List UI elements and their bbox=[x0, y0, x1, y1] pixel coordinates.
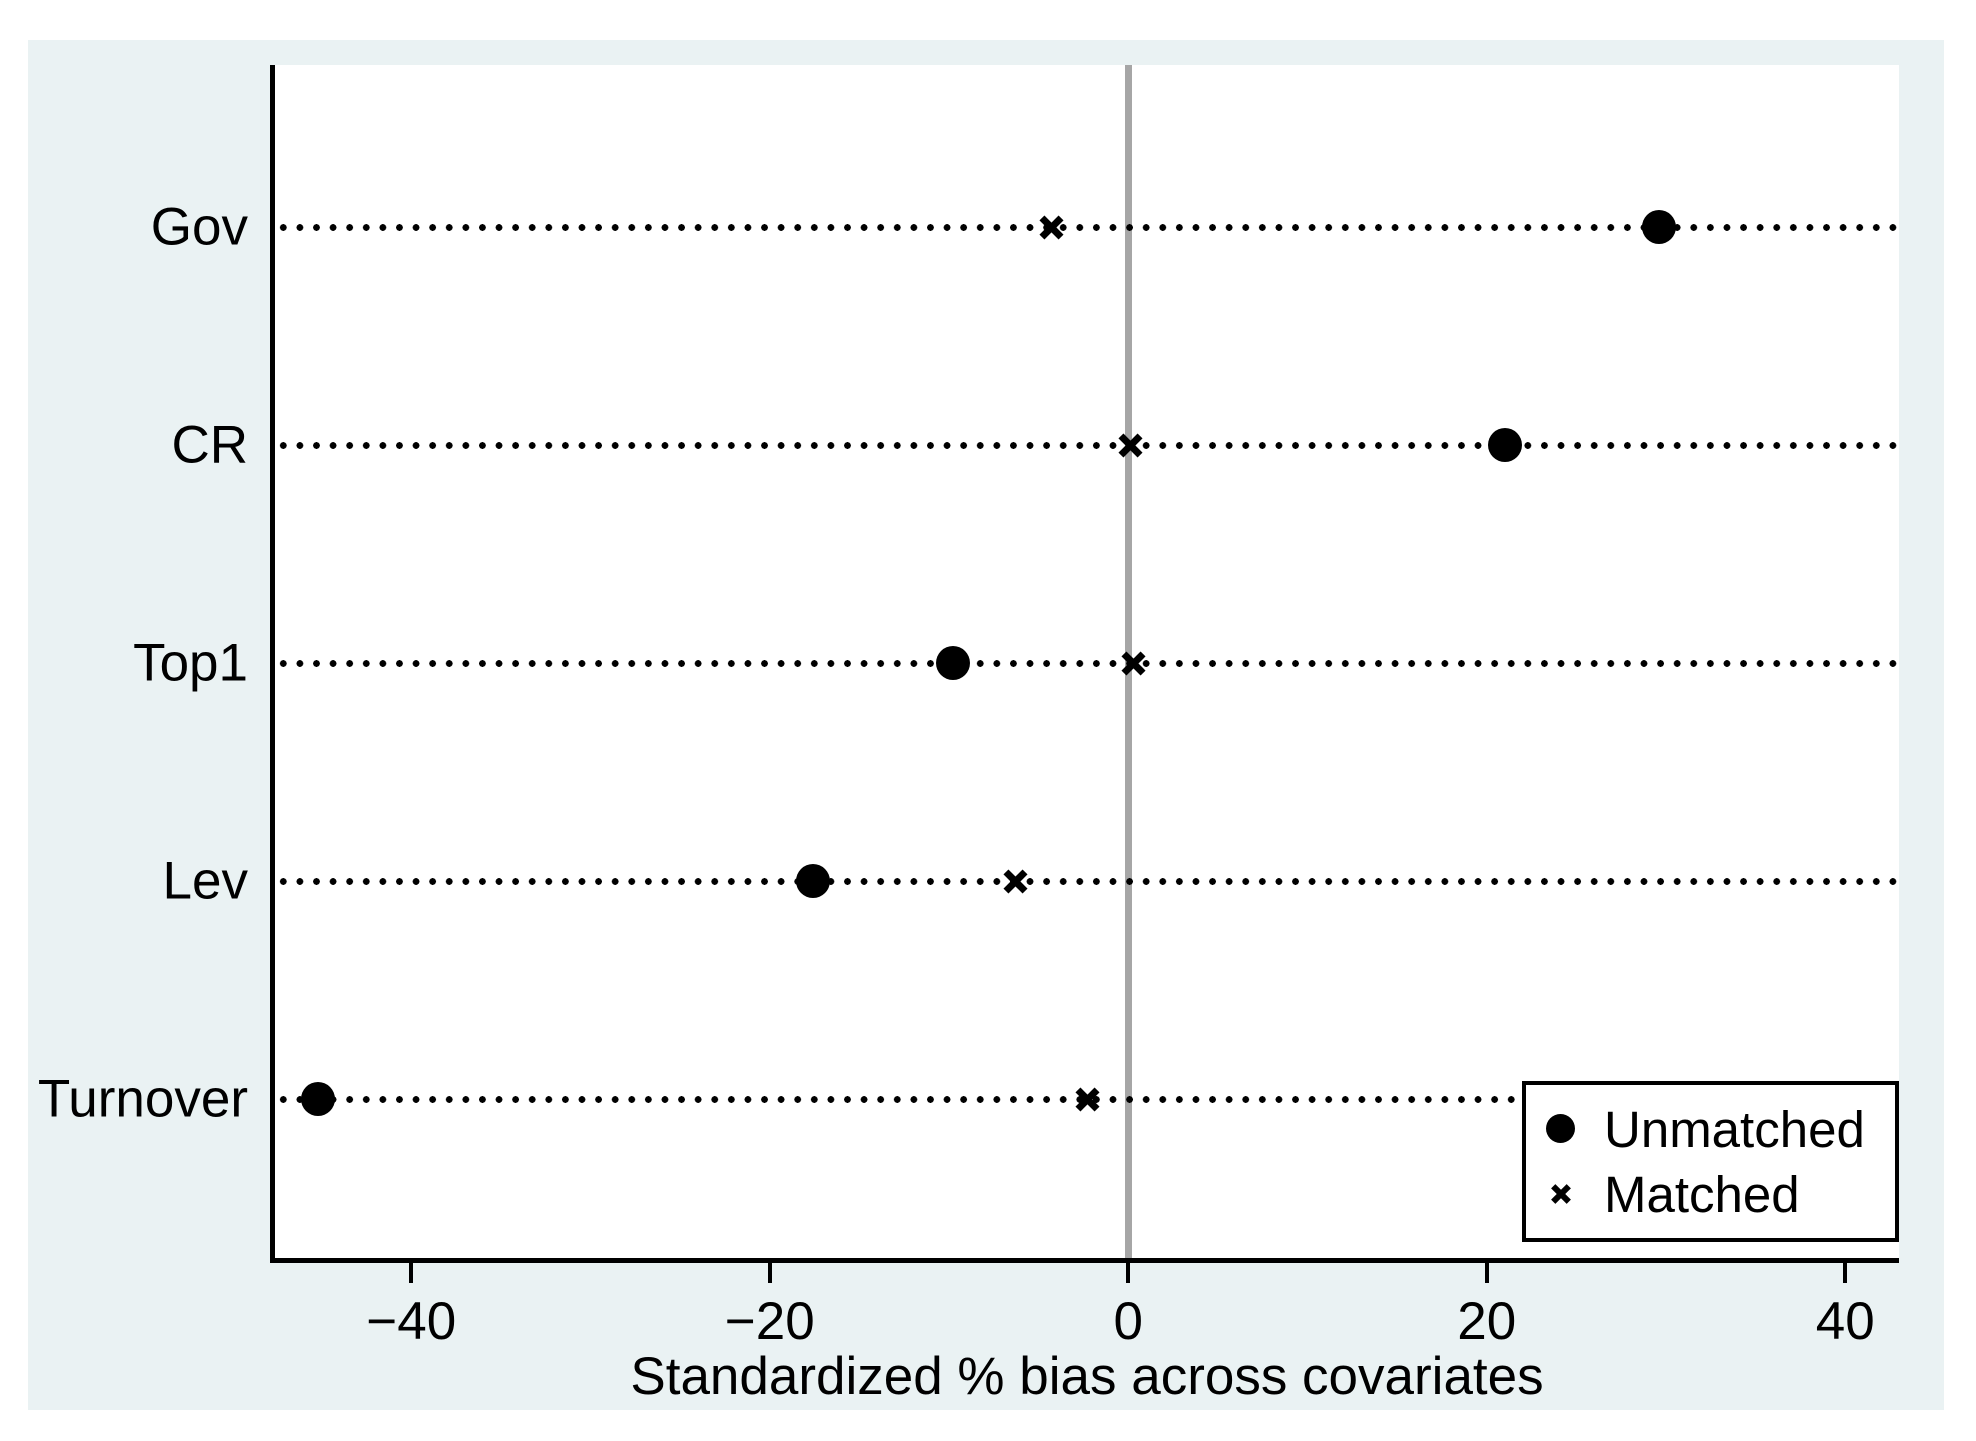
y-axis-label-gov: Gov bbox=[150, 197, 248, 257]
matched-marker-top1 bbox=[1120, 650, 1147, 677]
x-axis-tick bbox=[1126, 1263, 1131, 1283]
legend-label: Unmatched bbox=[1604, 1100, 1865, 1158]
y-axis-label-cr: CR bbox=[171, 415, 248, 475]
x-axis-tick-label: 20 bbox=[1457, 1292, 1517, 1351]
legend-box: Unmatched Matched bbox=[1522, 1081, 1899, 1242]
matched-marker-cr bbox=[1117, 432, 1144, 459]
unmatched-marker-turnover bbox=[301, 1082, 336, 1116]
legend-item-unmatched: Unmatched bbox=[1544, 1104, 1895, 1155]
matched-marker-gov bbox=[1038, 214, 1065, 241]
y-axis-label-lev: Lev bbox=[162, 851, 248, 911]
x-axis-tick bbox=[409, 1263, 414, 1283]
category-gridline-gov bbox=[275, 223, 1899, 231]
y-axis-label-top1: Top1 bbox=[133, 633, 248, 693]
category-gridline-top1 bbox=[275, 659, 1899, 667]
legend-key bbox=[1544, 1112, 1578, 1146]
unmatched-marker-top1 bbox=[935, 646, 970, 680]
x-axis-tick-label: −20 bbox=[724, 1292, 815, 1351]
legend-item-matched: Matched bbox=[1544, 1169, 1895, 1220]
unmatched-marker-lev bbox=[795, 864, 830, 898]
x-axis-tick-label: 40 bbox=[1815, 1292, 1875, 1351]
unmatched-marker-gov bbox=[1641, 210, 1676, 244]
legend-label: Matched bbox=[1604, 1165, 1800, 1223]
unmatched-marker-cr bbox=[1487, 428, 1522, 462]
x-axis-tick bbox=[767, 1263, 772, 1283]
y-axis-label-turnover: Turnover bbox=[37, 1069, 248, 1129]
x-axis-tick-label: −40 bbox=[366, 1292, 457, 1351]
x-axis-tick bbox=[1843, 1263, 1848, 1283]
legend-key bbox=[1544, 1177, 1578, 1211]
figure-canvas: Standardized % bias across covariates Un… bbox=[28, 40, 1944, 1410]
x-axis-title: Standardized % bias across covariates bbox=[630, 1347, 1544, 1406]
circle-marker-icon bbox=[1546, 1114, 1575, 1143]
matched-marker-lev bbox=[1002, 868, 1029, 895]
plot-area: Standardized % bias across covariates Un… bbox=[38, 65, 1899, 1403]
matched-marker-turnover bbox=[1074, 1086, 1101, 1113]
x-axis-tick bbox=[1484, 1263, 1489, 1283]
x-marker-icon bbox=[1550, 1183, 1572, 1205]
category-gridline-lev bbox=[275, 877, 1899, 885]
category-gridline-cr bbox=[275, 441, 1899, 449]
x-axis-tick-label: 0 bbox=[1113, 1292, 1143, 1351]
